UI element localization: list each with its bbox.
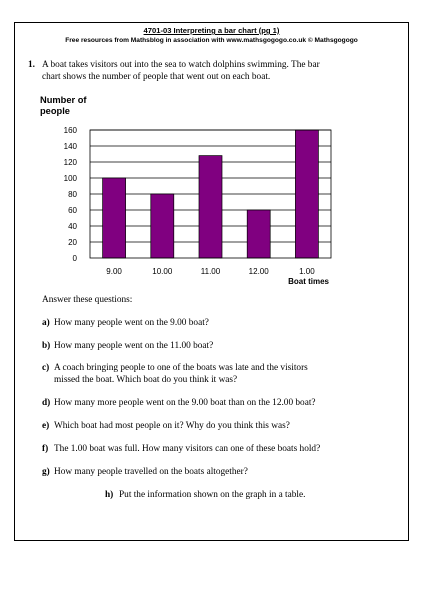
y-tick-label: 80 xyxy=(68,190,77,199)
question-letter: c) xyxy=(42,363,50,373)
question-text: How many people went on the 9.00 boat? xyxy=(54,318,209,328)
questions-list: a) How many people went on the 9.00 boat?… xyxy=(15,23,408,540)
question-text: Put the information shown on the graph i… xyxy=(119,490,306,500)
question-1: 1. A boat takes visitors out into the se… xyxy=(28,60,387,83)
y-tick-label: 100 xyxy=(64,174,78,183)
worksheet-page: 4701-03 Interpreting a bar chart (pg 1) … xyxy=(14,22,409,541)
question-1-line-2: chart shows the number of people that we… xyxy=(42,71,271,82)
question-4: d) How many more people went on the 9.00 … xyxy=(42,398,392,410)
question-letter: b) xyxy=(42,341,51,351)
question-6: f) The 1.00 boat was full. How many visit… xyxy=(42,444,392,456)
question-8: h) Put the information shown on the graph… xyxy=(105,490,424,502)
x-axis-label: Boat times xyxy=(288,277,329,286)
question-text-continued: missed the boat. Which boat do you think… xyxy=(54,374,238,385)
question-5: e) Which boat had most people on it? Why … xyxy=(42,421,392,433)
worksheet-subtitle: Free resources from Mathsblog in associa… xyxy=(65,37,358,44)
x-tick-label: 10.00 xyxy=(152,267,173,276)
y-tick-label: 40 xyxy=(68,222,77,231)
question-letter: g) xyxy=(42,467,50,477)
x-tick-label: 12.00 xyxy=(249,267,270,276)
question-text: The 1.00 boat was full. How many visitor… xyxy=(54,444,321,454)
y-tick-label: 60 xyxy=(68,206,77,215)
question-letter: d) xyxy=(42,398,51,408)
question-1-line-1: A boat takes visitors out into the sea t… xyxy=(42,60,320,70)
question-letter: h) xyxy=(105,490,114,500)
worksheet-title: 4701-03 Interpreting a bar chart (pg 1) xyxy=(143,26,280,35)
question-text: A coach bringing people to one of the bo… xyxy=(54,363,308,373)
question-text: Which boat had most people on it? Why do… xyxy=(54,421,290,431)
y-tick-label: 0 xyxy=(73,254,78,263)
y-tick-label: 20 xyxy=(68,238,77,247)
question-letter: a) xyxy=(42,318,50,328)
y-axis-label-line-2: people xyxy=(40,106,70,116)
question-text: How many people went on the 11.00 boat? xyxy=(54,341,214,351)
question-letter: e) xyxy=(42,421,50,431)
question-3: c) A coach bringing people to one of the … xyxy=(42,363,392,386)
x-tick-label: 1.00 xyxy=(299,267,315,276)
question-text: How many people travelled on the boats a… xyxy=(54,467,248,477)
question-1: a) How many people went on the 9.00 boat? xyxy=(42,318,392,330)
question-7: g) How many people travelled on the boats… xyxy=(42,467,392,479)
y-axis-label: Number of xyxy=(40,95,87,105)
question-letter: f) xyxy=(42,444,49,454)
bar-chart: 0 20 40 60 80 100 120 140 160 9.00 10.00 11.00 12.00… xyxy=(40,95,332,286)
x-tick-label: 9.00 xyxy=(106,267,122,276)
y-tick-label: 160 xyxy=(64,126,78,135)
question-1-number: 1. xyxy=(28,60,35,70)
question-text: How many more people went on the 9.00 bo… xyxy=(54,398,316,408)
question-2: b) How many people went on the 11.00 boat… xyxy=(42,341,392,353)
x-tick-label: 11.00 xyxy=(201,267,221,276)
y-tick-label: 120 xyxy=(64,158,78,167)
y-tick-label: 140 xyxy=(64,142,78,151)
answer-intro: Answer these questions: xyxy=(42,295,133,305)
plot-frame xyxy=(89,129,332,259)
